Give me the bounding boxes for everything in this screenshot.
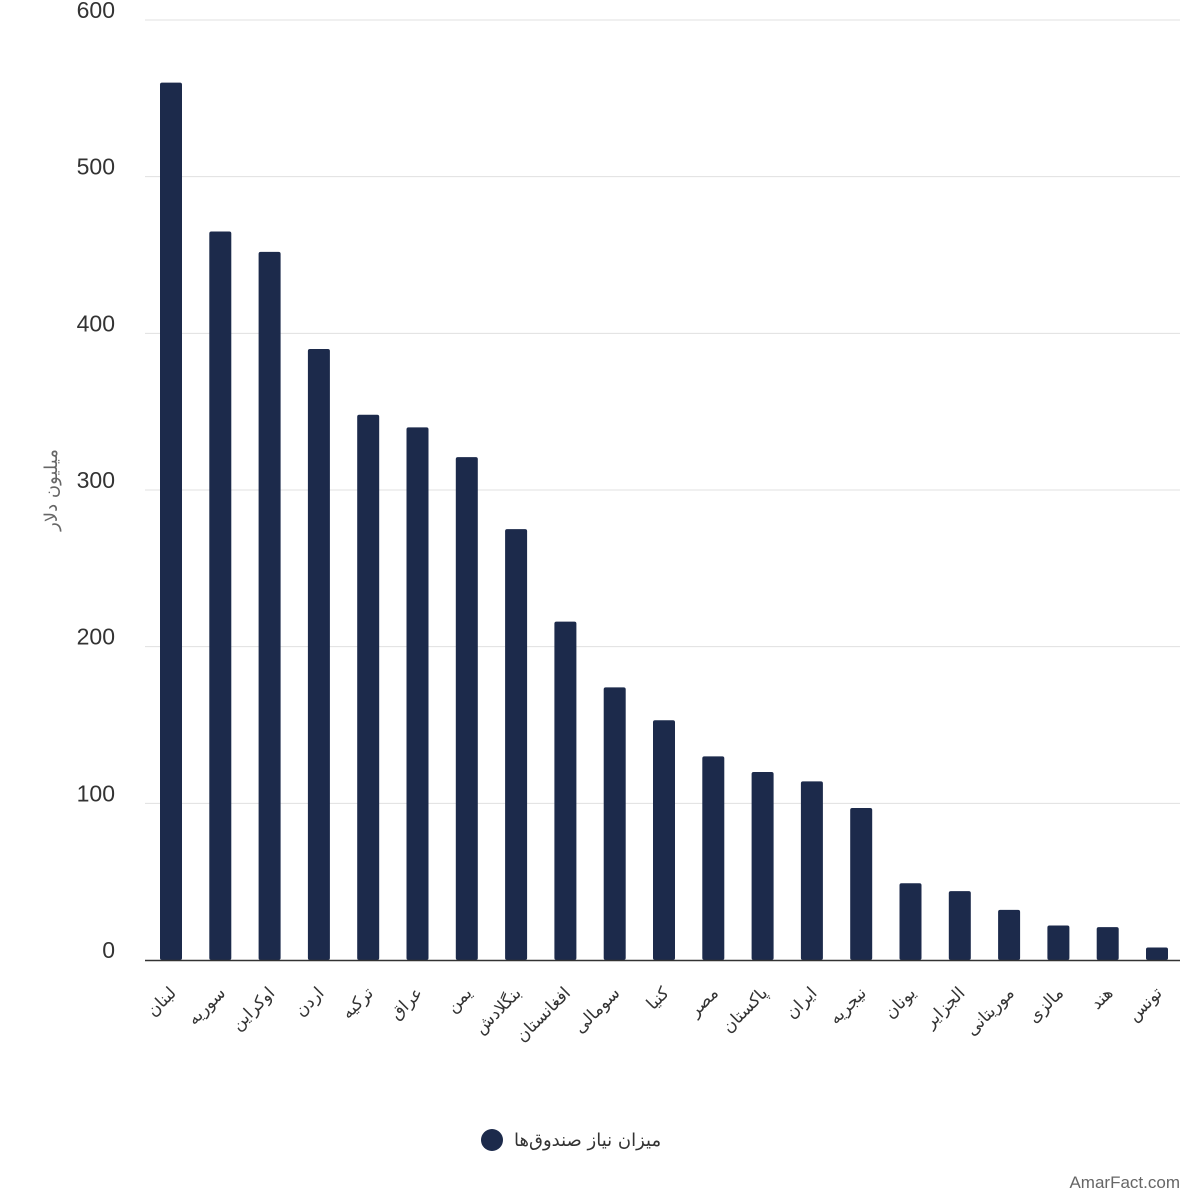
bar-5[interactable] — [357, 414, 380, 960]
x-tick-label: اردن — [291, 983, 328, 1020]
x-tick-label: تونس — [1124, 983, 1167, 1026]
bar-19[interactable] — [1047, 925, 1070, 960]
x-tick-label: اوکراین — [228, 983, 279, 1034]
bar-3[interactable] — [258, 251, 281, 960]
x-tick-label: سوریه — [184, 983, 230, 1029]
bar-14[interactable] — [800, 781, 823, 960]
y-tick-label: 500 — [77, 154, 115, 180]
bar-20[interactable] — [1096, 927, 1119, 960]
legend-label: میزان نیاز صندوق‌ها — [514, 1130, 661, 1151]
x-tick-label: عراق — [386, 983, 427, 1024]
y-axis-title: میلیون دلار — [41, 449, 62, 532]
bar-6[interactable] — [406, 427, 429, 960]
bar-4[interactable] — [307, 349, 330, 960]
y-tick-label: 400 — [77, 310, 115, 336]
x-tick-label: یمن — [443, 983, 477, 1017]
bar-1[interactable] — [160, 82, 182, 960]
x-tick-label: مالزی — [1024, 983, 1068, 1027]
x-tick-label: سومالی — [570, 983, 624, 1037]
bar-10[interactable] — [603, 687, 626, 960]
x-tick-label: کنیا — [643, 983, 674, 1014]
gridlines — [145, 19, 1180, 804]
bar-21[interactable] — [1146, 947, 1168, 960]
legend-swatch — [481, 1129, 503, 1151]
bar-18[interactable] — [998, 909, 1021, 960]
bar-13[interactable] — [751, 772, 774, 960]
x-tick-label: لبنان — [143, 983, 181, 1021]
watermark-text: AmarFact.com — [1069, 1173, 1180, 1192]
x-tick-label: ایران — [782, 983, 822, 1023]
bar-8[interactable] — [505, 529, 528, 960]
x-tick-label: افغانستان — [512, 983, 575, 1046]
y-axis-ticks: 0 100 200 300 400 500 600 — [77, 0, 115, 963]
bar-9[interactable] — [554, 621, 577, 960]
y-tick-label: 200 — [77, 624, 115, 650]
bar-16[interactable] — [899, 883, 922, 960]
bar-17[interactable] — [948, 891, 971, 960]
legend[interactable]: میزان نیاز صندوق‌ها — [481, 1129, 661, 1151]
x-tick-label: ترکیه — [338, 983, 378, 1023]
x-tick-label: نیجریه — [825, 983, 870, 1028]
bar-11[interactable] — [653, 720, 675, 960]
y-tick-label: 100 — [77, 780, 115, 806]
y-tick-label: 0 — [102, 937, 115, 963]
bar-15[interactable] — [850, 808, 873, 960]
x-tick-label: موریتانی — [962, 983, 1019, 1040]
y-tick-label: 600 — [77, 0, 115, 23]
x-tick-label: پاکستان — [718, 983, 772, 1037]
y-tick-label: 300 — [77, 467, 115, 493]
x-tick-label: یونان — [880, 983, 920, 1023]
x-tick-label: مصر — [684, 983, 722, 1021]
bar-7[interactable] — [455, 457, 478, 960]
bars — [160, 82, 1168, 961]
bar-2[interactable] — [209, 231, 232, 961]
bar-12[interactable] — [702, 756, 725, 960]
x-tick-label: هند — [1087, 983, 1117, 1013]
